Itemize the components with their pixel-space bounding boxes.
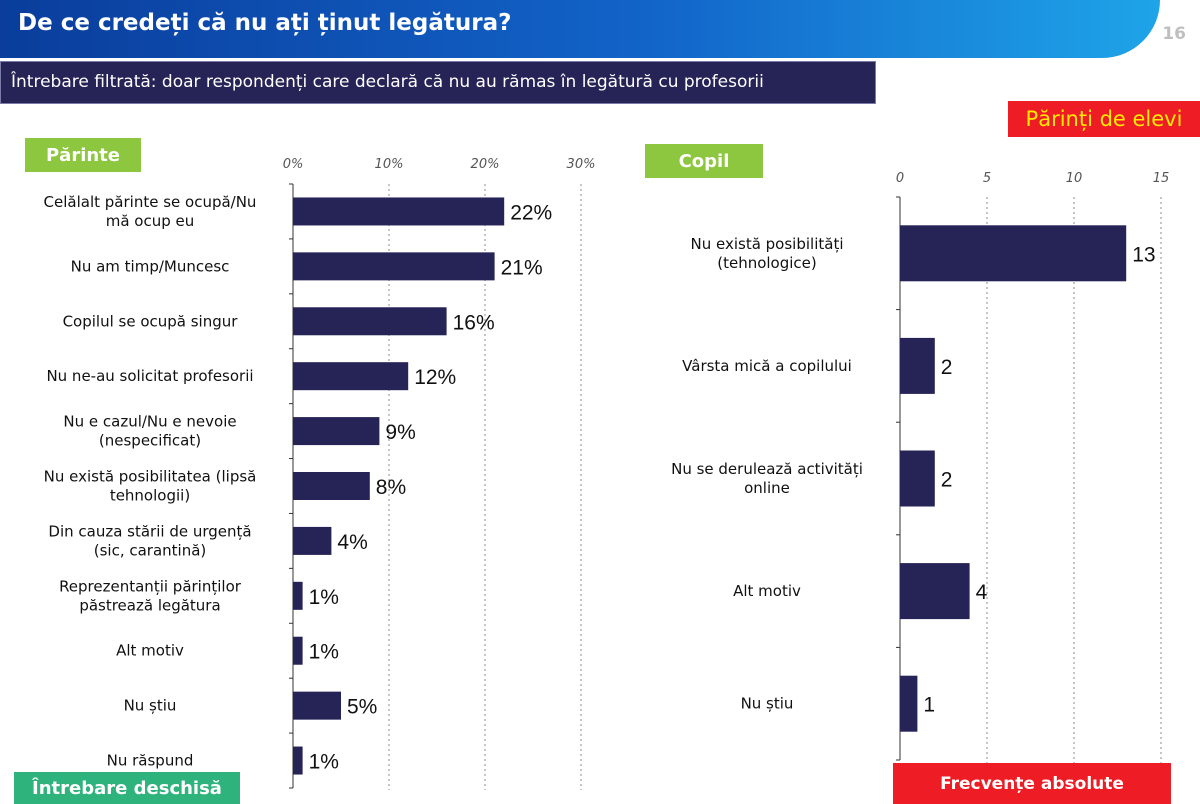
- category-label: Vârsta mică a copilului: [682, 357, 852, 375]
- bar-value-label: 1: [923, 694, 935, 717]
- bar: [900, 225, 1127, 282]
- category-label: online: [744, 479, 790, 497]
- category-label: mă ocup eu: [106, 212, 195, 230]
- x-tick-label: 0%: [283, 157, 304, 172]
- bar-value-label: 1%: [309, 641, 339, 664]
- bar: [293, 581, 303, 610]
- bar-value-label: 1%: [309, 586, 339, 609]
- category-label: Nu am timp/Muncesc: [71, 257, 230, 275]
- bar: [293, 526, 332, 555]
- bar-value-label: 22%: [510, 201, 552, 224]
- category-label: Nu știu: [741, 695, 794, 713]
- x-tick-label: 10%: [375, 157, 404, 172]
- category-label: Nu e cazul/Nu e nevoie: [63, 413, 236, 431]
- chart-title-parinte: Părinte: [25, 138, 141, 172]
- measure-badge: Frecvențe absolute: [893, 763, 1171, 804]
- x-tick-label: 20%: [471, 157, 500, 172]
- category-label: Nu există posibilități: [691, 235, 844, 253]
- bar: [293, 746, 303, 775]
- bar: [293, 472, 370, 500]
- bar-value-label: 8%: [376, 476, 406, 499]
- subtitle-bar: Întrebare filtrată: doar respondenți car…: [0, 61, 876, 104]
- bar: [293, 636, 303, 665]
- x-tick-label: 0: [896, 171, 904, 186]
- category-label: Alt motiv: [116, 642, 184, 660]
- x-tick-label: 15: [1153, 171, 1170, 186]
- bar-value-label: 5%: [347, 696, 377, 719]
- x-tick-label: 5: [983, 171, 991, 186]
- bar-value-label: 12%: [414, 366, 456, 389]
- category-label: Celălalt părinte se ocupă/Nu: [44, 193, 257, 211]
- category-label: (tehnologice): [717, 254, 817, 272]
- category-label: (nespecificat): [99, 432, 201, 450]
- category-label: Copilul se ocupă singur: [63, 312, 239, 330]
- category-label: Nu știu: [124, 697, 177, 715]
- header-band: [0, 0, 1160, 58]
- category-label: păstrează legătura: [79, 596, 220, 614]
- bar-value-label: 16%: [453, 311, 495, 334]
- bar-value-label: 4%: [337, 531, 367, 554]
- x-tick-label: 30%: [567, 157, 596, 172]
- bar-value-label: 13: [1132, 243, 1155, 266]
- question-type-badge: Întrebare deschisă: [14, 772, 240, 804]
- x-tick-label: 10: [1066, 171, 1083, 186]
- chart-parinte: 0% 10% 20% 30% 22% Celălalt părinte se ocupă/…: [44, 157, 596, 790]
- category-label: Nu ne-au solicitat profesorii: [46, 367, 253, 385]
- page-number: 16: [1162, 24, 1186, 44]
- bar: [900, 337, 935, 394]
- respondent-badge: Părinți de elevi: [1008, 101, 1200, 137]
- bar: [900, 450, 935, 507]
- category-label: (sic, carantină): [94, 541, 207, 559]
- bar: [293, 307, 447, 336]
- bar-value-label: 4: [976, 581, 988, 604]
- category-label: Alt motiv: [733, 582, 801, 600]
- bar-value-label: 1%: [309, 751, 339, 774]
- bar: [900, 563, 970, 620]
- bar-value-label: 9%: [385, 421, 415, 444]
- bar: [293, 197, 505, 226]
- category-label: Nu se derulează activități: [671, 460, 863, 478]
- bar-value-label: 2: [941, 356, 953, 379]
- subtitle-text: Întrebare filtrată: doar respondenți car…: [11, 72, 764, 92]
- page-title: De ce credeți că nu ați ținut legătura?: [18, 10, 512, 36]
- bar: [293, 691, 341, 720]
- bar: [293, 252, 495, 281]
- chart-title-copil: Copil: [645, 144, 763, 178]
- bar: [293, 417, 380, 446]
- bar: [900, 675, 918, 732]
- bar-value-label: 2: [941, 469, 953, 492]
- bar: [293, 362, 409, 391]
- category-label: Nu răspund: [107, 752, 194, 770]
- category-label: Nu există posibilitatea (lipsă: [44, 468, 257, 486]
- category-label: Reprezentanții părinților: [59, 577, 242, 595]
- category-label: Din cauza stării de urgență: [48, 522, 251, 540]
- bar-value-label: 21%: [501, 256, 543, 279]
- category-label: tehnologii): [110, 487, 190, 505]
